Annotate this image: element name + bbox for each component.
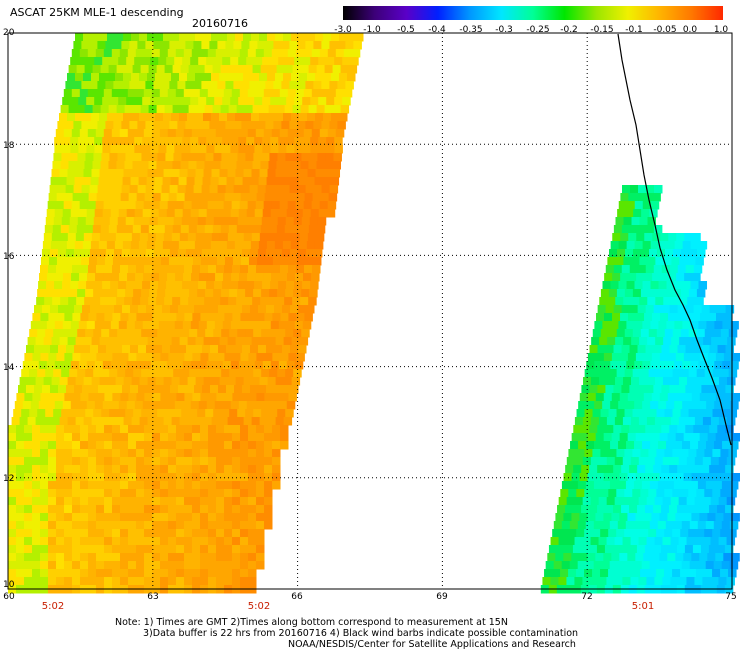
map-title: ASCAT 25KM MLE-1 descending <box>10 6 184 19</box>
colorbar-label: -0.35 <box>459 25 483 35</box>
note-line-1: Note: 1) Times are GMT 2)Times along bot… <box>115 617 508 628</box>
lon-label: 75 <box>725 592 737 602</box>
lat-lon-grid <box>8 33 732 589</box>
colorbar-label: -0.5 <box>397 25 415 35</box>
map-date: 20160716 <box>192 17 248 30</box>
colorbar-label: -0.2 <box>560 25 578 35</box>
lon-label: 69 <box>436 592 448 602</box>
colorbar-label: -0.15 <box>590 25 614 35</box>
colorbar-label: 0.0 <box>682 25 698 35</box>
lon-label: 60 <box>3 592 15 602</box>
coastline <box>617 33 732 446</box>
map-frame <box>7 32 733 590</box>
colorbar-label: -0.3 <box>495 25 513 35</box>
lat-label: 18 <box>3 141 15 151</box>
data-swaths <box>8 33 740 594</box>
colorbar-label: -0.05 <box>653 25 677 35</box>
lat-label: 20 <box>3 28 15 38</box>
colorbar-label: -0.4 <box>428 25 446 35</box>
note-line-3: NOAA/NESDIS/Center for Satellite Applica… <box>288 639 576 650</box>
colorbar <box>343 6 723 20</box>
lon-label: 66 <box>291 592 303 602</box>
time-label: 5:02 <box>41 601 65 612</box>
colorbar-gradient <box>343 6 723 20</box>
lat-label: 16 <box>3 252 15 262</box>
lat-label: 12 <box>3 474 15 484</box>
colorbar-label: -0.1 <box>625 25 643 35</box>
note-line-2: 3)Data buffer is 22 hrs from 20160716 4)… <box>143 628 579 639</box>
lon-label: 63 <box>147 592 159 602</box>
colorbar-label: 1.0 <box>713 25 729 35</box>
colorbar-label: -0.25 <box>526 25 550 35</box>
lon-label: 72 <box>581 592 593 602</box>
lat-label: 14 <box>3 363 15 373</box>
lat-label: 10 <box>3 580 15 590</box>
colorbar-label: -3.0 <box>334 25 352 35</box>
time-label: 5:01 <box>631 601 655 612</box>
colorbar-label: -1.0 <box>363 25 381 35</box>
coastline-path <box>617 33 732 446</box>
time-label: 5:02 <box>247 601 271 612</box>
